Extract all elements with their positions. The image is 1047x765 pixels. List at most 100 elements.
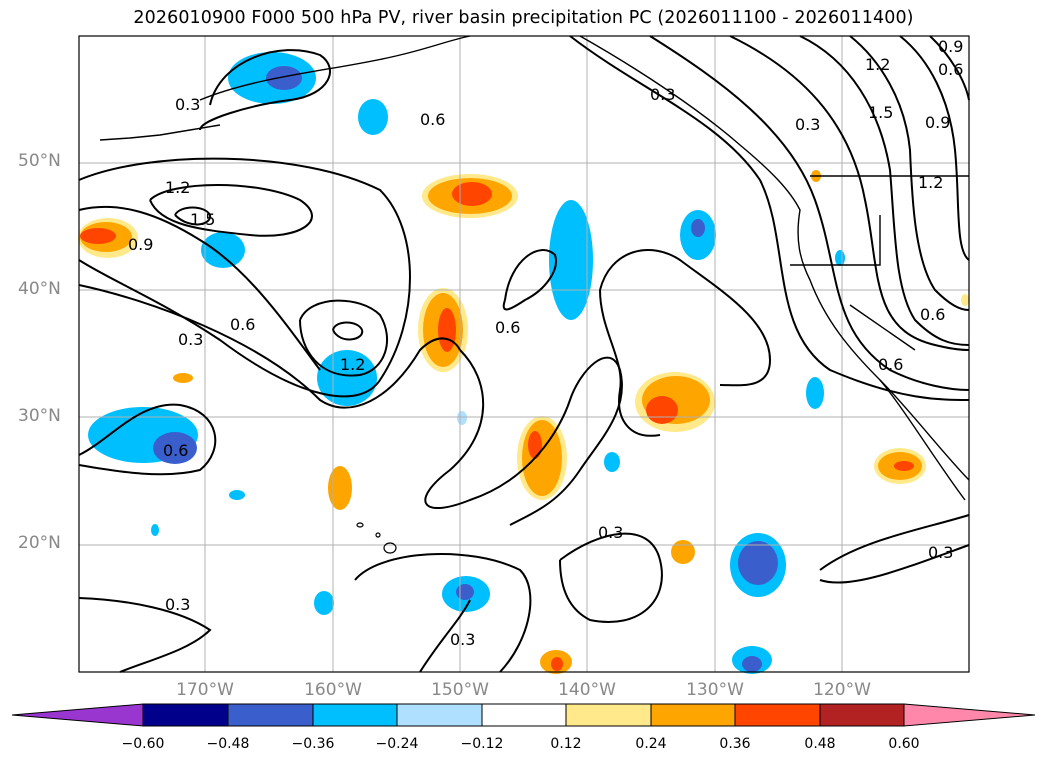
precip-blob-neg bbox=[153, 432, 197, 464]
pv-contour-south-right bbox=[559, 532, 663, 623]
contour-label: 0.3 bbox=[175, 95, 200, 114]
contour-label: 0.3 bbox=[928, 543, 953, 562]
contour-label: 1.5 bbox=[868, 103, 893, 122]
colorbar bbox=[11, 703, 1036, 727]
precip-blob-pos bbox=[646, 396, 678, 424]
pv-contour-south-west bbox=[78, 597, 212, 673]
colorbar-tick-label: 0.36 bbox=[719, 736, 751, 752]
precip-blob-pos bbox=[438, 308, 456, 352]
coastlines bbox=[99, 35, 970, 501]
colorbar-tick-label: −0.24 bbox=[375, 736, 419, 752]
precip-blob-neg bbox=[266, 66, 302, 90]
pv-contour-south-low bbox=[419, 599, 471, 673]
contour-label: 1.2 bbox=[865, 55, 890, 74]
colorbar-bin bbox=[650, 703, 736, 727]
precip-blob-neg bbox=[742, 656, 762, 672]
precip-blob-pos bbox=[671, 540, 695, 564]
island-hawaii bbox=[383, 542, 397, 554]
pv-contours bbox=[78, 35, 970, 673]
colorbar-tick-label: 0.12 bbox=[550, 736, 582, 752]
precip-blob-pos bbox=[80, 228, 116, 244]
colorbar-extend-min bbox=[11, 703, 144, 727]
coast-aleutians bbox=[99, 124, 221, 141]
colorbar-tick-label: −0.12 bbox=[460, 736, 504, 752]
precip-blob-neg bbox=[151, 524, 159, 536]
coast-nw-america bbox=[579, 35, 970, 481]
map-frame bbox=[78, 35, 970, 673]
pv-contour-south-center bbox=[354, 552, 532, 673]
lon-label-160w: 160°W bbox=[304, 680, 362, 700]
colorbar-bin bbox=[819, 703, 905, 727]
gridlines bbox=[79, 36, 969, 672]
contour-label: 0.6 bbox=[163, 441, 188, 460]
coast-state-line bbox=[790, 215, 881, 266]
colorbar-tick-label: 0.48 bbox=[804, 736, 836, 752]
colorbar-tick-label: −0.36 bbox=[291, 736, 335, 752]
contour-label: 0.3 bbox=[165, 595, 190, 614]
contour-label: 0.6 bbox=[420, 110, 445, 129]
colorbar-bin bbox=[312, 703, 398, 727]
lon-label-170w: 170°W bbox=[176, 680, 234, 700]
precip-blob-neg bbox=[229, 490, 245, 500]
pv-contour-low bbox=[78, 284, 461, 409]
colorbar-bin bbox=[142, 703, 229, 727]
coast-state-line-2 bbox=[849, 304, 916, 351]
contour-label: 0.6 bbox=[920, 305, 945, 324]
pv-contour-ridge-1-2-b bbox=[899, 35, 970, 261]
precip-blob-pos bbox=[551, 657, 563, 671]
colorbar-bin bbox=[565, 703, 652, 727]
colorbar-tick-label: −0.60 bbox=[121, 736, 165, 752]
precip-blob-neg bbox=[806, 377, 824, 409]
precip-blob-pos bbox=[328, 466, 352, 510]
contour-label: 0.3 bbox=[598, 523, 623, 542]
pv-contour-ridge-1-5 bbox=[849, 35, 970, 311]
lon-label-130w: 130°W bbox=[686, 680, 744, 700]
precip-blob-pos bbox=[452, 182, 492, 206]
pv-contour-north bbox=[199, 49, 331, 131]
colorbar-extend-max bbox=[903, 703, 1036, 727]
pv-contour-south-east bbox=[819, 514, 970, 571]
contour-label: 0.9 bbox=[938, 37, 963, 56]
precip-blob-neg bbox=[835, 250, 845, 266]
contour-label: 0.6 bbox=[495, 318, 520, 337]
pv-contour-ring-2 bbox=[332, 321, 364, 341]
pv-contour-0-6-loop bbox=[502, 249, 557, 311]
coast-baja bbox=[879, 379, 966, 501]
figure-title: 2026010900 F000 500 hPa PV, river basin … bbox=[133, 8, 914, 28]
precip-blob-neg bbox=[456, 584, 474, 600]
pv-contour-inner bbox=[78, 205, 321, 371]
pv-contour-ring-1 bbox=[299, 299, 389, 377]
pv-contour-1-5 bbox=[174, 206, 212, 226]
contour-label: 0.3 bbox=[450, 630, 475, 649]
precip-blob-pos bbox=[528, 431, 542, 459]
pv-contour-ridge-1-2 bbox=[799, 35, 970, 346]
contour-label: 1.5 bbox=[190, 210, 215, 229]
contour-label: 0.9 bbox=[925, 113, 950, 132]
colorbar-tick-label: 0.60 bbox=[888, 736, 920, 752]
pv-contour-east-1 bbox=[599, 249, 772, 387]
lon-label-150w: 150°W bbox=[431, 680, 489, 700]
precip-blob-pos bbox=[894, 461, 914, 471]
precip-blob-neg bbox=[604, 452, 620, 472]
contour-label: 0.6 bbox=[230, 315, 255, 334]
pv-contour-ridge-0-3 bbox=[569, 35, 970, 401]
pv-contour-south-loop bbox=[78, 403, 217, 476]
lon-label-120w: 120°W bbox=[813, 680, 871, 700]
contour-label: 1.2 bbox=[165, 178, 190, 197]
lat-label-30n: 30°N bbox=[18, 406, 61, 426]
precip-blob-pos bbox=[961, 294, 969, 306]
map-background bbox=[79, 36, 969, 672]
colorbar-bin bbox=[227, 703, 314, 727]
contour-label: 0.6 bbox=[938, 60, 963, 79]
lat-label-40n: 40°N bbox=[18, 279, 61, 299]
contour-label: 0.3 bbox=[795, 115, 820, 134]
contour-label: 0.9 bbox=[128, 235, 153, 254]
contour-label: 0.3 bbox=[650, 85, 675, 104]
island-hawaii-small bbox=[375, 532, 381, 538]
contour-label: 0.6 bbox=[878, 355, 903, 374]
coast-alaska bbox=[199, 35, 471, 101]
contour-label: 0.3 bbox=[178, 330, 203, 349]
precip-blob-neg bbox=[201, 232, 245, 268]
contour-label-group: 0.3 0.6 0.3 0.3 1.2 1.5 0.9 0.9 1.2 0.6 … bbox=[128, 37, 963, 649]
